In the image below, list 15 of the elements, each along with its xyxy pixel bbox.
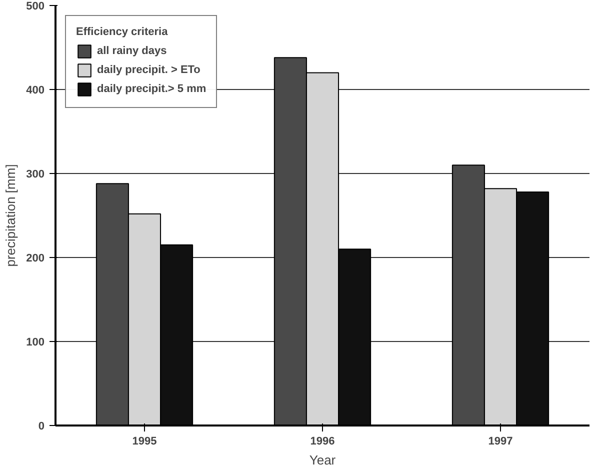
x-axis-title: Year <box>309 452 336 468</box>
y-tick-label: 0 <box>38 420 45 432</box>
legend-label: all rainy days <box>97 45 167 57</box>
x-tick-label: 1996 <box>310 436 335 448</box>
legend-label: daily precipit. > ETo <box>97 64 200 76</box>
y-tick-label: 400 <box>26 84 45 96</box>
y-tick-label: 300 <box>26 168 45 180</box>
legend-label: daily precipit.> 5 mm <box>97 83 206 95</box>
y-tick-label: 500 <box>26 0 45 12</box>
y-tick-label: 200 <box>26 252 45 264</box>
x-tick-label: 1997 <box>488 436 513 448</box>
legend-title: Efficiency criteria <box>76 26 169 38</box>
y-axis-title: precipitation [mm] <box>3 164 18 267</box>
x-tick-label: 1995 <box>132 436 157 448</box>
y-tick-label: 100 <box>26 336 45 348</box>
